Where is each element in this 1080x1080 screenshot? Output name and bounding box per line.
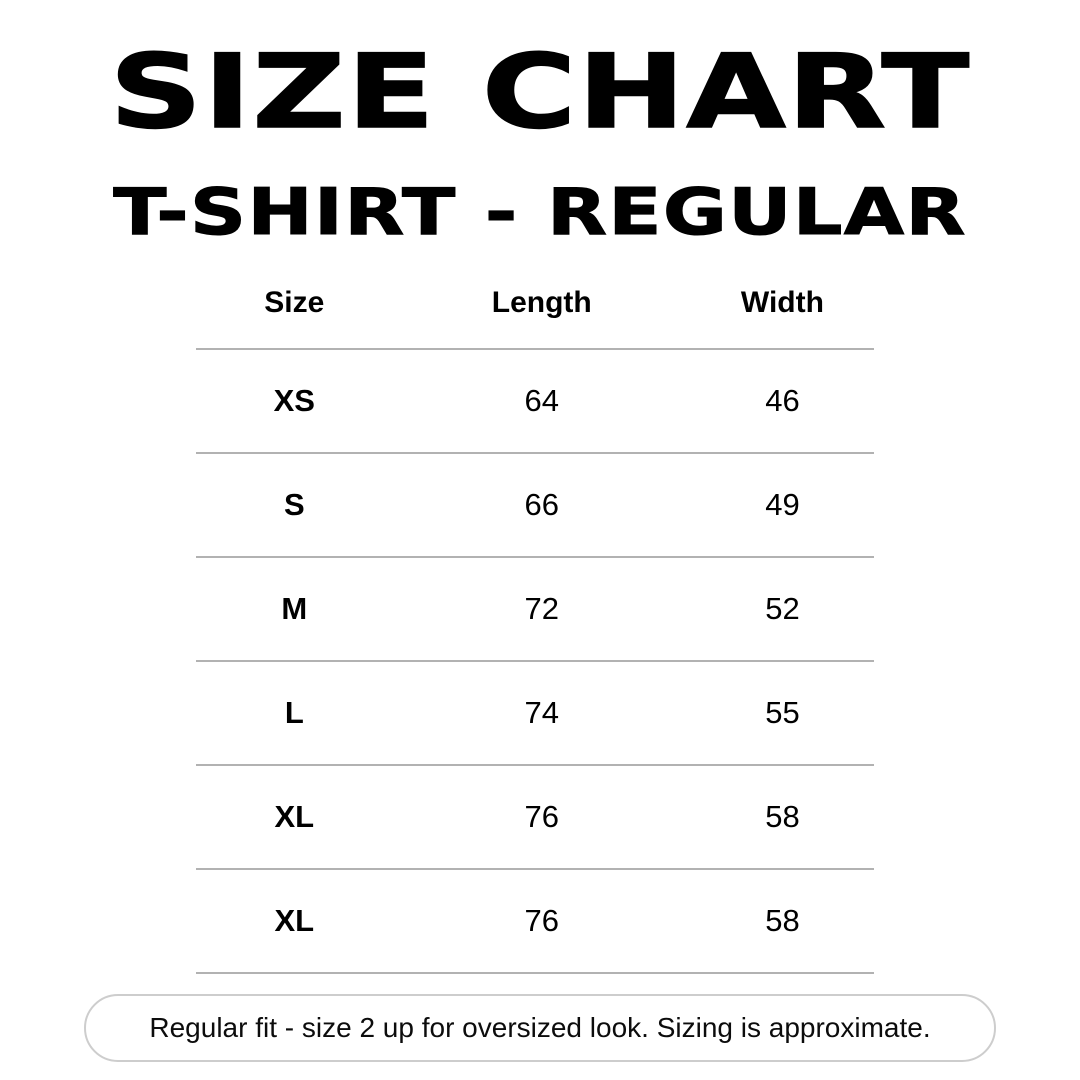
table-row: L 74 55 — [196, 662, 874, 766]
length-value: 64 — [524, 383, 559, 418]
table-row: M 72 52 — [196, 558, 874, 662]
column-header-size: Size — [264, 286, 325, 319]
column-header-length: Length — [491, 286, 592, 319]
size-label: XL — [274, 799, 315, 834]
table-row: XL 76 58 — [196, 766, 874, 870]
table-row: S 66 49 — [196, 454, 874, 558]
width-value: 52 — [765, 591, 800, 626]
length-value: 76 — [524, 799, 559, 834]
column-header-width: Width — [740, 286, 824, 319]
length-value: 66 — [524, 487, 559, 522]
table-row: XS 64 46 — [196, 350, 874, 454]
size-label: S — [283, 487, 305, 522]
size-label: L — [284, 695, 304, 730]
width-value: 49 — [765, 487, 800, 522]
width-value: 46 — [765, 383, 800, 418]
length-value: 74 — [524, 695, 559, 730]
width-value: 58 — [765, 903, 800, 938]
page-title: SIZE CHART — [109, 33, 971, 152]
size-label: XL — [274, 903, 315, 938]
width-value: 58 — [765, 799, 800, 834]
fit-note-text: Regular fit - size 2 up for oversized lo… — [149, 1012, 931, 1043]
table-header-row: Size Length Width — [196, 258, 874, 350]
table-row: XL 76 58 — [196, 870, 874, 974]
fit-note-pill: Regular fit - size 2 up for oversized lo… — [84, 994, 996, 1062]
size-label: M — [281, 591, 308, 626]
length-value: 72 — [524, 591, 559, 626]
width-value: 55 — [765, 695, 800, 730]
size-table: Size Length Width XS 64 46 S 66 49 M 72 … — [196, 258, 874, 974]
length-value: 76 — [524, 903, 559, 938]
page-subtitle: T-SHIRT - REGULAR — [113, 176, 967, 250]
size-label: XS — [273, 383, 315, 418]
